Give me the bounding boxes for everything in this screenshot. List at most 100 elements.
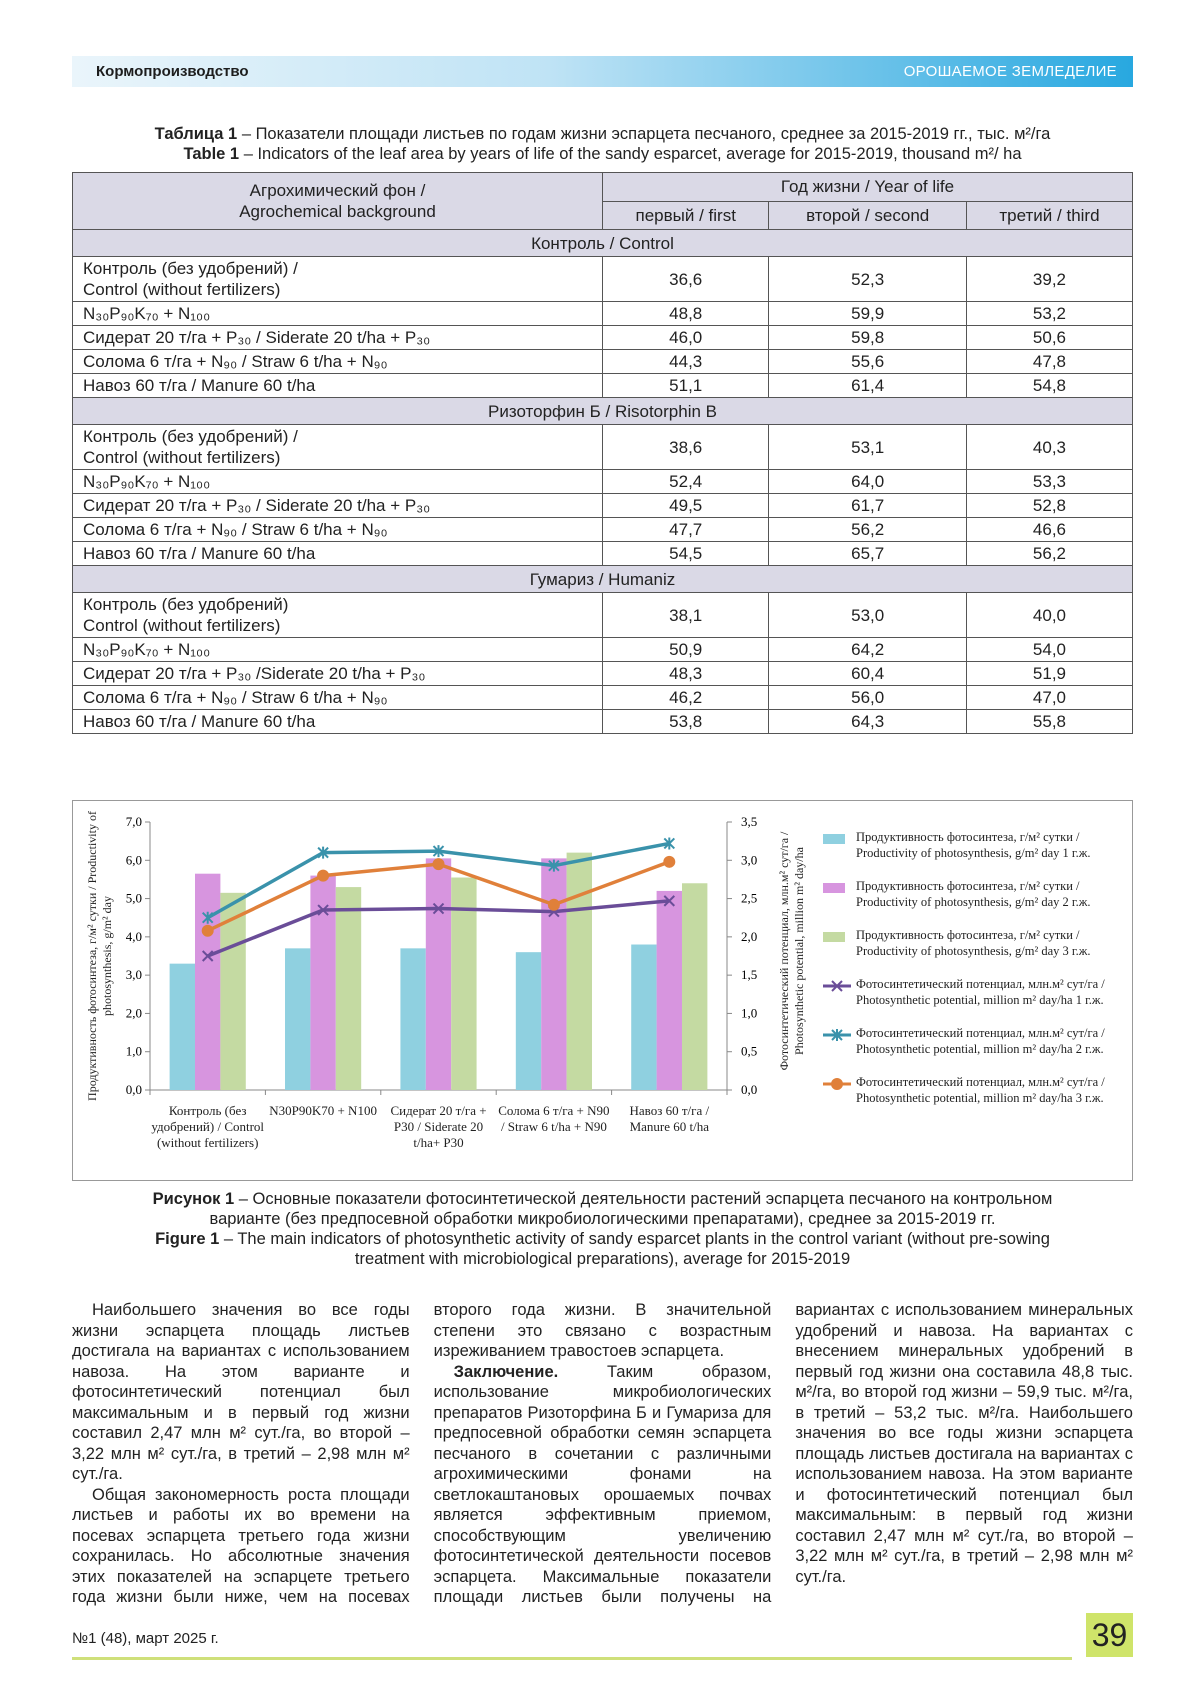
- header-row: Агрохимический фон /Agrochemical backgro…: [73, 173, 1133, 202]
- row-label: Сидерат 20 т/га + P₃₀ / Siderate 20 t/ha…: [73, 326, 603, 350]
- row-label: Контроль (без удобрений) / Control (witho…: [73, 257, 603, 302]
- table-row: N₃₀P₉₀K₇₀ + N₁₀₀52,464,053,3: [73, 470, 1133, 494]
- cell-value: 53,8: [603, 710, 769, 734]
- text-line: Контроль (без удобрений) /: [83, 259, 298, 278]
- y2-tick-label: 2,0: [741, 929, 757, 944]
- cell-value: 53,3: [966, 470, 1132, 494]
- cell-value: 53,2: [966, 302, 1132, 326]
- y-tick-label: 4,0: [126, 929, 142, 944]
- cell-value: 50,6: [966, 326, 1132, 350]
- cell-value: 46,2: [603, 686, 769, 710]
- group-row: Контроль / Control: [73, 230, 1133, 257]
- cell-value: 54,8: [966, 374, 1132, 398]
- row-label: Навоз 60 т/га / Manure 60 t/ha: [73, 374, 603, 398]
- header-cell: второй / second: [769, 201, 967, 230]
- y-tick-label: 1,0: [126, 1044, 142, 1059]
- rubric: ОРОШАЕМОЕ ЗЕМЛЕДЕЛИЕ: [904, 63, 1117, 80]
- y2-tick-label: 1,0: [741, 1005, 757, 1020]
- bar: [170, 964, 195, 1090]
- header-cell: третий / third: [966, 201, 1132, 230]
- y2-axis-title: Фотосинтетический потенциал, млн.м² сут/…: [777, 806, 813, 1096]
- table-row: Сидерат 20 т/га + P₃₀ /Siderate 20 t/ha …: [73, 662, 1133, 686]
- row-label: Солома 6 т/га + N₉₀ / Straw 6 t/ha + N₉₀: [73, 350, 603, 374]
- cell-value: 48,3: [603, 662, 769, 686]
- y-tick-label: 3,0: [126, 967, 142, 982]
- figure-caption: Рисунок 1 – Основные показатели фотосинт…: [120, 1189, 1085, 1269]
- table-row: Сидерат 20 т/га + P₃₀ / Siderate 20 t/ha…: [73, 326, 1133, 350]
- bar: [682, 883, 707, 1090]
- legend-swatch: [823, 834, 845, 844]
- text-line: Контроль (без удобрений): [83, 595, 288, 614]
- row-label: N₃₀P₉₀K₇₀ + N₁₀₀: [73, 638, 603, 662]
- cell-value: 56,0: [769, 686, 967, 710]
- cell-value: 60,4: [769, 662, 967, 686]
- page-number: 39: [1086, 1613, 1133, 1657]
- cell-value: 38,1: [603, 593, 769, 638]
- section-title: Кормопроизводство: [96, 63, 249, 80]
- y-tick-label: 5,0: [126, 891, 142, 906]
- text-line: Agrochemical background: [239, 202, 436, 221]
- bar: [516, 952, 541, 1090]
- cell-value: 53,0: [769, 593, 967, 638]
- cell-value: 40,3: [966, 425, 1132, 470]
- cell-value: 46,0: [603, 326, 769, 350]
- point: [549, 900, 559, 910]
- table-row: Сидерат 20 т/га + P₃₀ / Siderate 20 t/ha…: [73, 494, 1133, 518]
- y-tick-label: 0,0: [126, 1082, 142, 1097]
- caption-label: Рисунок 1: [153, 1190, 235, 1208]
- y-tick-label: 6,0: [126, 852, 142, 867]
- table-row: Контроль (без удобрений)Control (without…: [73, 593, 1133, 638]
- table-row: Контроль (без удобрений) /Control (witho…: [73, 425, 1133, 470]
- x-tick-label: Навоз 60 т/га / Manure 60 t/ha: [610, 1103, 728, 1135]
- legend-label: Продуктивность фотосинтеза, г/м² сутки /…: [856, 927, 1131, 959]
- cell-value: 59,8: [769, 326, 967, 350]
- row-label: Контроль (без удобрений) /Control (witho…: [73, 425, 603, 470]
- cell-value: 40,0: [966, 593, 1132, 638]
- chart: 0,01,02,03,04,05,06,07,00,00,51,01,52,02…: [72, 800, 1133, 1181]
- bar: [426, 858, 451, 1090]
- x-tick-label: N30P90K70 + N100: [264, 1103, 382, 1119]
- footer-line: [72, 1657, 1072, 1660]
- paragraph-lead: Заключение.: [454, 1363, 559, 1381]
- caption-label: Figure 1: [155, 1230, 219, 1248]
- cell-value: 52,8: [966, 494, 1132, 518]
- text-line: Агрохимический фон /: [250, 181, 426, 200]
- caption-label: Table 1: [183, 145, 239, 163]
- row-label: N₃₀P₉₀K₇₀ + N₁₀₀: [73, 302, 603, 326]
- y-tick-label: 2,0: [126, 1005, 142, 1020]
- table-wrap: Агрохимический фон / Agrochemical backgro…: [72, 172, 1133, 734]
- bar: [657, 891, 682, 1090]
- point: [434, 859, 444, 869]
- paragraph-text: Наибольшего значения во все годы жизни э…: [72, 1301, 410, 1483]
- row-label: Сидерат 20 т/га + P₃₀ / Siderate 20 t/ha…: [73, 494, 603, 518]
- table-row: N₃₀P₉₀K₇₀ + N₁₀₀50,964,254,0: [73, 638, 1133, 662]
- cell-value: 51,1: [603, 374, 769, 398]
- cell-value: 51,9: [966, 662, 1132, 686]
- table-row: Солома 6 т/га + N₉₀ / Straw 6 t/ha + N₉₀…: [73, 686, 1133, 710]
- bar: [195, 874, 220, 1090]
- cell-value: 50,9: [603, 638, 769, 662]
- cell-value: 61,4: [769, 374, 967, 398]
- row-label: Контроль (без удобрений)Control (without…: [73, 593, 603, 638]
- caption-text: – Показатели площади листьев по годам жи…: [242, 125, 1051, 143]
- text-line: Control (without fertilizers): [83, 280, 280, 299]
- header-cell: Агрохимический фон / Agrochemical backgro…: [73, 173, 603, 230]
- text-line: Контроль (без удобрений) /: [83, 427, 298, 446]
- legend-label: Фотосинтетический потенциал, млн.м² сут/…: [856, 976, 1131, 1008]
- legend-label: Продуктивность фотосинтеза, г/м² сутки /…: [856, 829, 1131, 861]
- cell-value: 49,5: [603, 494, 769, 518]
- cell-value: 52,4: [603, 470, 769, 494]
- table-row: Солома 6 т/га + N₉₀ / Straw 6 t/ha + N₉₀…: [73, 518, 1133, 542]
- table-row: N₃₀P₉₀K₇₀ + N₁₀₀48,859,953,2: [73, 302, 1133, 326]
- bar: [541, 858, 566, 1090]
- cell-value: 46,6: [966, 518, 1132, 542]
- cell-value: 38,6: [603, 425, 769, 470]
- issue: №1 (48), март 2025 г.: [72, 1630, 219, 1647]
- legend-label: Фотосинтетический потенциал, млн.м² сут/…: [856, 1025, 1131, 1057]
- caption-ru: Таблица 1 – Показатели площади листьев п…: [72, 124, 1133, 144]
- caption-text: – Основные показатели фотосинтетической …: [209, 1190, 1052, 1228]
- table-row: Контроль (без удобрений) / Control (witho…: [73, 257, 1133, 302]
- row-label: Навоз 60 т/га / Manure 60 t/ha: [73, 542, 603, 566]
- row-label: Солома 6 т/га + N₉₀ / Straw 6 t/ha + N₉₀: [73, 686, 603, 710]
- cell-value: 47,0: [966, 686, 1132, 710]
